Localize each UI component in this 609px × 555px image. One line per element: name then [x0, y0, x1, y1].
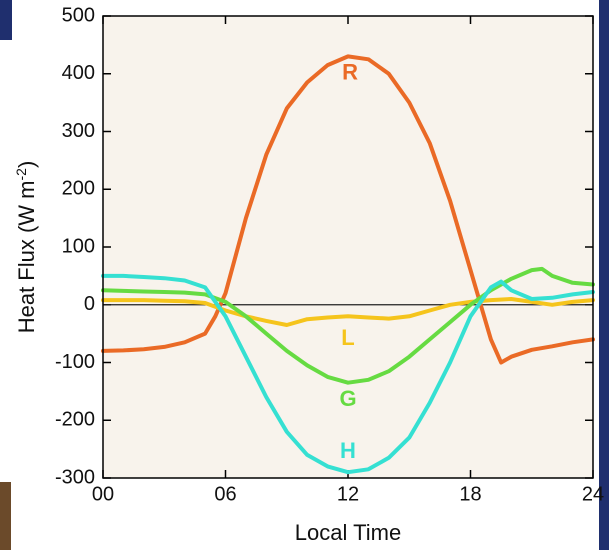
y-axis-label: Heat Flux (W m-2) — [13, 161, 39, 334]
series-line — [101, 54, 595, 365]
y-axis-label-sup: -2 — [13, 168, 29, 181]
y-axis-label-main: Heat Flux (W m — [14, 180, 39, 333]
y-axis-label-end: ) — [14, 161, 39, 168]
y-tick-label: 0 — [84, 293, 95, 315]
y-tick-label: 300 — [62, 120, 95, 142]
x-tick-label: 24 — [582, 483, 604, 505]
y-tick-label: 200 — [62, 178, 95, 200]
series-line — [101, 266, 595, 385]
edge-decoration — [599, 0, 609, 550]
y-tick-label: 400 — [62, 62, 95, 84]
x-tick-label: 18 — [459, 483, 481, 505]
x-axis-label: Local Time — [295, 520, 401, 545]
series-line — [101, 273, 595, 475]
plot-frame — [102, 15, 594, 479]
series-label: H — [340, 438, 356, 463]
y-tick-label: 500 — [62, 4, 95, 26]
x-tick-label: 06 — [214, 483, 236, 505]
plot-background — [103, 16, 593, 478]
y-tick-label: -200 — [55, 409, 95, 431]
series-label: G — [339, 386, 356, 411]
x-tick-label: 00 — [92, 483, 114, 505]
x-tick-label: 12 — [337, 483, 359, 505]
series-line — [101, 297, 595, 327]
series-label: R — [342, 60, 358, 85]
y-tick-label: -300 — [55, 466, 95, 488]
y-tick-label: 100 — [62, 235, 95, 257]
series-label: L — [341, 325, 354, 350]
photo-edge — [0, 482, 11, 550]
corner-decoration — [0, 0, 12, 40]
y-tick-label: -100 — [55, 351, 95, 373]
